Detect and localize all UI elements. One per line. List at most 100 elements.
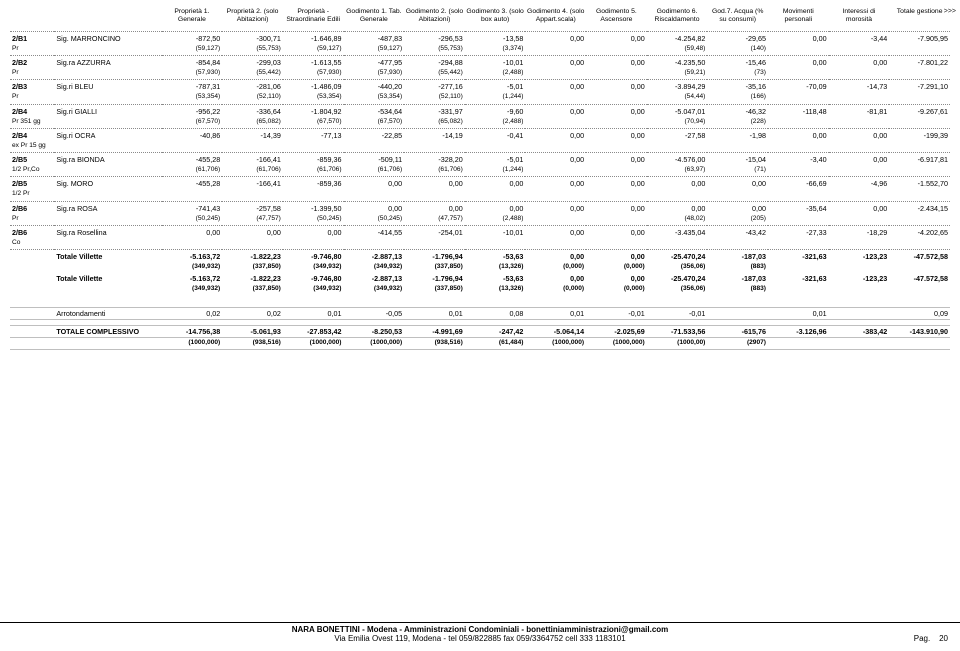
mill-cell: (0,000) — [525, 262, 586, 273]
subtotal-value: -2.887,13 — [344, 250, 405, 263]
row-code: 2/B5 — [10, 177, 54, 190]
mill-cell — [889, 68, 950, 80]
mill-cell: (0,000) — [586, 284, 647, 295]
mill-cell — [586, 238, 647, 250]
value-cell: -4.576,00 — [647, 153, 708, 166]
mill-cell: (205) — [707, 214, 768, 226]
row-sub: Co — [10, 238, 54, 250]
mill-cell: (47,757) — [404, 214, 465, 226]
value-cell: -509,11 — [344, 153, 405, 166]
mill-cell: (55,442) — [404, 68, 465, 80]
mill-cell — [768, 141, 829, 153]
value-cell: 0,00 — [586, 128, 647, 141]
mill-cell — [889, 214, 950, 226]
mill-cell: (63,97) — [647, 165, 708, 177]
table-row-millesimi: 1/2 Pr — [10, 189, 950, 201]
page-footer: NARA BONETTINI - Modena - Amministrazion… — [0, 622, 960, 643]
value-cell: -859,36 — [283, 177, 344, 190]
mill-cell — [768, 284, 829, 295]
value-cell: -254,01 — [404, 225, 465, 238]
value-cell: -35,16 — [707, 80, 768, 93]
value-cell: -10,01 — [465, 225, 526, 238]
mill-cell — [829, 262, 890, 273]
value-cell: 0,00 — [465, 177, 526, 190]
page-number: Pag. 20 — [914, 634, 948, 643]
value-cell: -477,95 — [344, 56, 405, 69]
mill-cell — [768, 338, 829, 350]
mill-cell — [525, 238, 586, 250]
mill-cell — [768, 165, 829, 177]
mill-cell — [162, 141, 223, 153]
mill-cell: (57,930) — [283, 68, 344, 80]
value-cell: -13,58 — [465, 31, 526, 44]
value-cell: 0,00 — [404, 177, 465, 190]
value-cell: -15,04 — [707, 153, 768, 166]
rounding-value — [707, 308, 768, 320]
column-header: God.7. Acqua (% su consumi) — [707, 6, 768, 31]
subtotal-value: -25.470,24 — [647, 273, 708, 284]
mill-cell — [525, 165, 586, 177]
value-cell: -27,33 — [768, 225, 829, 238]
value-cell: 0,00 — [829, 153, 890, 166]
mill-cell: (337,850) — [404, 262, 465, 273]
mill-cell: (2907) — [707, 338, 768, 350]
table-row-millesimi: Pr(50,245)(47,757)(50,245)(50,245)(47,75… — [10, 214, 950, 226]
cell — [10, 262, 54, 273]
mill-cell: (356,06) — [647, 262, 708, 273]
cell — [10, 338, 54, 350]
mill-cell — [707, 238, 768, 250]
mill-cell: (1,244) — [465, 92, 526, 104]
value-cell: 0,00 — [768, 128, 829, 141]
mill-cell: (48,02) — [647, 214, 708, 226]
cell — [54, 117, 161, 129]
mill-cell: (349,932) — [283, 262, 344, 273]
table-row: 2/B1Sig. MARRONCINO-872,50-300,71-1.646,… — [10, 31, 950, 44]
value-cell: -414,55 — [344, 225, 405, 238]
subtotal-value: -123,23 — [829, 250, 890, 263]
column-header: Godimento 3. (solo box auto) — [465, 6, 526, 31]
mill-cell: (1000,000) — [162, 338, 223, 350]
value-cell: 0,00 — [465, 201, 526, 214]
value-cell: 0,00 — [344, 201, 405, 214]
value-cell: -14,73 — [829, 80, 890, 93]
row-sub: 1/2 Pr — [10, 189, 54, 201]
value-cell: 0,00 — [829, 201, 890, 214]
mill-cell — [768, 238, 829, 250]
value-cell: -3,40 — [768, 153, 829, 166]
subtotal-label: Totale Villette — [54, 250, 161, 263]
value-cell: 0,00 — [525, 104, 586, 117]
value-cell: -1,98 — [707, 128, 768, 141]
ledger-table: Proprietà 1. GeneraleProprietà 2. (solo … — [10, 6, 950, 350]
mill-cell — [525, 141, 586, 153]
value-cell: -0,41 — [465, 128, 526, 141]
value-cell: -3,44 — [829, 31, 890, 44]
table-header: Proprietà 1. GeneraleProprietà 2. (solo … — [10, 6, 950, 31]
value-cell: 0,00 — [707, 201, 768, 214]
subtotal-value: -47.572,58 — [889, 250, 950, 263]
value-cell: -1.613,55 — [283, 56, 344, 69]
mill-cell — [829, 284, 890, 295]
table-row: 2/B3Sig.ri BLEU-787,31-281,06-1.486,09-4… — [10, 80, 950, 93]
mill-cell — [525, 92, 586, 104]
mill-cell — [768, 92, 829, 104]
value-cell: 0,00 — [829, 128, 890, 141]
subtotal-value: 0,00 — [525, 250, 586, 263]
grand-total-mill: (1000,000)(938,516)(1000,000)(1000,000)(… — [10, 338, 950, 350]
cell — [54, 284, 161, 295]
subtotal-value: -187,03 — [707, 273, 768, 284]
mill-cell: (883) — [707, 262, 768, 273]
subtotal-value: -321,63 — [768, 250, 829, 263]
grand-total-label: TOTALE COMPLESSIVO — [54, 326, 161, 338]
value-cell: -22,85 — [344, 128, 405, 141]
mill-cell — [707, 189, 768, 201]
rounding-label: Arrotondamenti — [54, 308, 161, 320]
value-cell: -1.552,70 — [889, 177, 950, 190]
value-cell: 0,00 — [768, 31, 829, 44]
grand-total-value: -615,76 — [707, 326, 768, 338]
table-row: 2/B4Sig.ri GIALLI-956,22-336,64-1.804,92… — [10, 104, 950, 117]
column-header: Godimento 1. Tab. Generale — [344, 6, 405, 31]
mill-cell: (59,21) — [647, 68, 708, 80]
row-name: Sig.ri GIALLI — [54, 104, 161, 117]
grand-total-value: -5.061,93 — [222, 326, 283, 338]
column-header: Proprietà - Straordinarie Edili — [283, 6, 344, 31]
